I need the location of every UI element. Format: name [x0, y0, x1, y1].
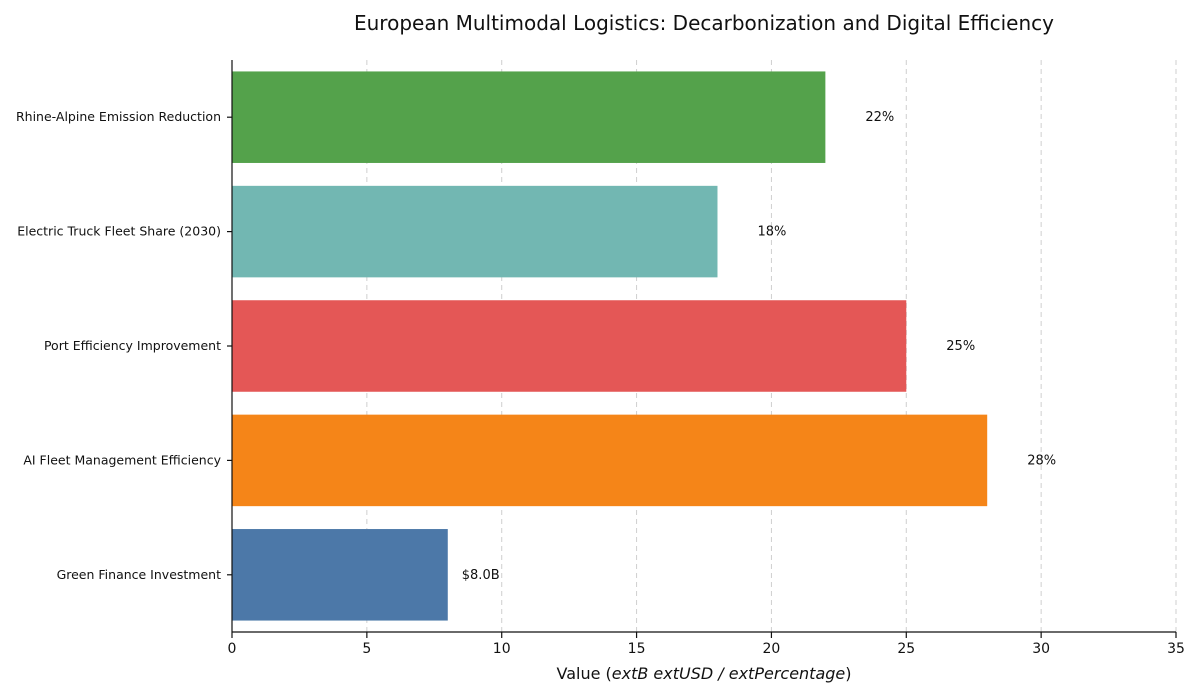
x-tick-label: 25 [897, 641, 915, 657]
x-tick-label: 0 [228, 641, 237, 657]
bar [232, 529, 448, 621]
x-axis-title-suffix: ) [845, 664, 851, 683]
x-tick-label: 15 [628, 641, 646, 657]
bar-value-label: 18% [757, 225, 786, 240]
x-axis-title: Value (extB extUSD / extPercentage) [556, 664, 851, 683]
chart-title: European Multimodal Logistics: Decarboni… [354, 11, 1054, 35]
category-label: AI Fleet Management Efficiency [23, 452, 221, 467]
category-labels: Green Finance Investment AI Fleet Managem… [16, 109, 232, 582]
bar-value-label: 22% [865, 110, 894, 125]
bar-value-label: $8.0B [462, 568, 500, 583]
bars [232, 71, 988, 621]
bar [232, 71, 826, 163]
bar-value-label: 25% [946, 339, 975, 354]
x-tick-label: 30 [1032, 641, 1050, 657]
category-label: Electric Truck Fleet Share (2030) [17, 224, 221, 239]
x-axis-ticks: 0 5 10 15 20 25 30 35 [228, 632, 1185, 657]
x-tick-label: 35 [1167, 641, 1185, 657]
category-label: Port Efficiency Improvement [44, 338, 221, 353]
category-label: Rhine-Alpine Emission Reduction [16, 109, 221, 124]
x-tick-label: 5 [362, 641, 371, 657]
x-tick-label: 20 [763, 641, 781, 657]
bar [232, 185, 718, 278]
bar [232, 300, 907, 392]
category-label: Green Finance Investment [57, 567, 222, 582]
x-axis-title-math: extB extUSD / extPercentage [612, 664, 846, 683]
bar-value-label: 28% [1027, 453, 1056, 468]
x-axis-title-prefix: Value ( [556, 664, 611, 683]
bar-value-labels: $8.0B 28% 25% 18% 22% [462, 110, 1056, 583]
bar [232, 414, 988, 507]
x-tick-label: 10 [493, 641, 511, 657]
